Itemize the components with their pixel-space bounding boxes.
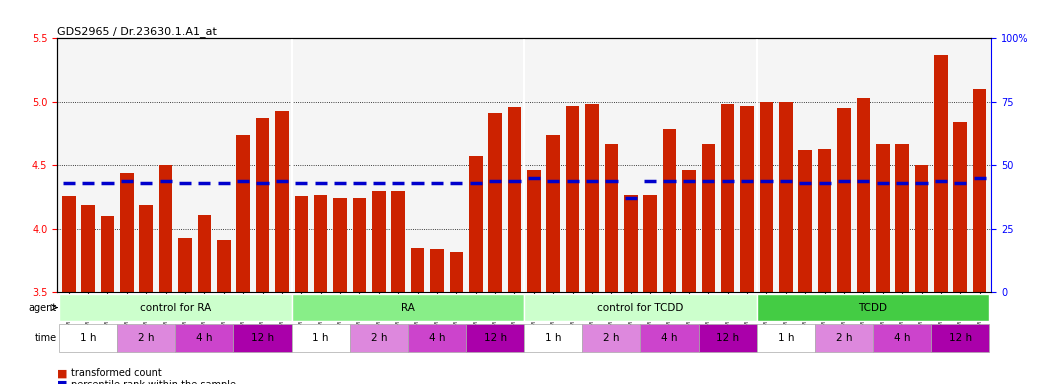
Text: 1 h: 1 h [545, 333, 562, 343]
FancyBboxPatch shape [524, 324, 582, 352]
Text: 4 h: 4 h [894, 333, 910, 343]
Bar [838, 108, 851, 292]
Bar [644, 195, 657, 292]
FancyBboxPatch shape [350, 324, 408, 352]
Bar [856, 98, 870, 292]
Bar [391, 191, 405, 292]
Bar [508, 107, 521, 292]
Bar [818, 149, 831, 292]
FancyBboxPatch shape [59, 324, 117, 352]
Bar [624, 195, 637, 292]
Text: 4 h: 4 h [429, 333, 445, 343]
Bar [217, 240, 230, 292]
Bar [430, 249, 444, 292]
Bar [488, 113, 502, 292]
Bar [876, 144, 890, 292]
Bar [798, 150, 812, 292]
Bar [546, 135, 561, 292]
Text: 4 h: 4 h [196, 333, 213, 343]
FancyBboxPatch shape [292, 324, 350, 352]
Text: transformed count: transformed count [71, 368, 161, 378]
FancyBboxPatch shape [873, 324, 931, 352]
Bar [760, 102, 773, 292]
Text: 1 h: 1 h [80, 333, 97, 343]
Text: control for TCDD: control for TCDD [597, 303, 684, 313]
Bar [469, 157, 483, 292]
Text: 12 h: 12 h [251, 333, 274, 343]
FancyBboxPatch shape [815, 324, 873, 352]
Bar [954, 122, 967, 292]
Bar [197, 215, 211, 292]
Bar [604, 144, 619, 292]
Bar [780, 102, 793, 292]
Bar [353, 199, 366, 292]
Text: 2 h: 2 h [371, 333, 387, 343]
FancyBboxPatch shape [292, 294, 524, 321]
Text: control for RA: control for RA [140, 303, 211, 313]
Text: ■: ■ [57, 368, 67, 378]
Bar [159, 166, 172, 292]
Bar [139, 205, 153, 292]
Bar [237, 135, 250, 292]
Bar [295, 196, 308, 292]
FancyBboxPatch shape [117, 324, 175, 352]
Bar [934, 55, 948, 292]
Bar [663, 129, 677, 292]
Bar [682, 170, 695, 292]
FancyBboxPatch shape [699, 324, 757, 352]
Bar [449, 252, 463, 292]
Text: RA: RA [401, 303, 415, 313]
Bar [973, 89, 986, 292]
Bar [275, 111, 289, 292]
Bar [896, 144, 909, 292]
Bar [914, 166, 928, 292]
Bar [255, 118, 269, 292]
Text: 2 h: 2 h [603, 333, 620, 343]
FancyBboxPatch shape [757, 324, 815, 352]
Bar [62, 196, 76, 292]
Bar [372, 191, 385, 292]
Bar [721, 104, 735, 292]
Bar [81, 205, 94, 292]
Text: GDS2965 / Dr.23630.1.A1_at: GDS2965 / Dr.23630.1.A1_at [57, 26, 217, 37]
Bar [179, 238, 192, 292]
Bar [333, 199, 347, 292]
Text: agent: agent [28, 303, 57, 313]
Text: TCDD: TCDD [858, 303, 887, 313]
Text: time: time [34, 333, 57, 343]
Text: 12 h: 12 h [716, 333, 739, 343]
FancyBboxPatch shape [59, 294, 292, 321]
Bar [101, 216, 114, 292]
Bar [120, 173, 134, 292]
Text: 1 h: 1 h [777, 333, 794, 343]
Text: percentile rank within the sample: percentile rank within the sample [71, 380, 236, 384]
Bar [313, 195, 327, 292]
FancyBboxPatch shape [640, 324, 699, 352]
Text: ■: ■ [57, 380, 67, 384]
Text: 2 h: 2 h [138, 333, 155, 343]
FancyBboxPatch shape [175, 324, 234, 352]
FancyBboxPatch shape [757, 294, 989, 321]
Bar [527, 170, 541, 292]
FancyBboxPatch shape [524, 294, 757, 321]
Bar [411, 248, 425, 292]
Text: 12 h: 12 h [949, 333, 972, 343]
Text: 2 h: 2 h [836, 333, 852, 343]
FancyBboxPatch shape [582, 324, 640, 352]
Text: 12 h: 12 h [484, 333, 507, 343]
FancyBboxPatch shape [466, 324, 524, 352]
Bar [740, 106, 754, 292]
FancyBboxPatch shape [408, 324, 466, 352]
Bar [585, 104, 599, 292]
Text: 4 h: 4 h [661, 333, 678, 343]
FancyBboxPatch shape [931, 324, 989, 352]
FancyBboxPatch shape [234, 324, 292, 352]
Text: 1 h: 1 h [312, 333, 329, 343]
Bar [566, 106, 579, 292]
Bar [702, 144, 715, 292]
